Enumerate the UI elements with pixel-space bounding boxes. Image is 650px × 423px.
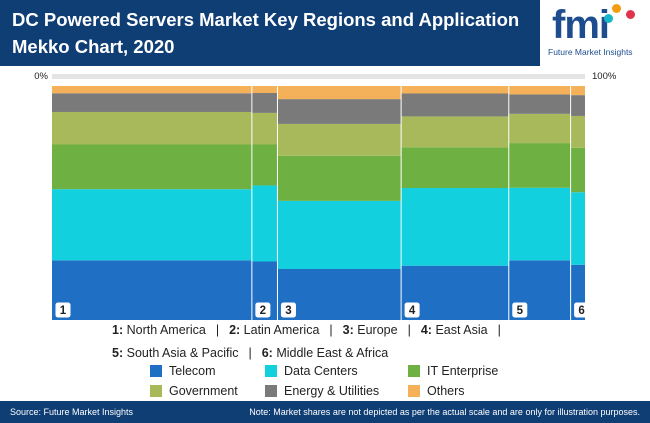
legend-item-government: Government — [150, 384, 238, 398]
column-badge — [512, 302, 528, 318]
mekko-segment — [277, 86, 402, 100]
column-badge — [280, 302, 296, 318]
region-separator: | — [329, 323, 333, 337]
footer-note: Note: Market shares are not depicted as … — [249, 407, 640, 417]
column-number-label: 3 — [285, 305, 291, 317]
footer-source: Source: Future Market Insights — [10, 407, 134, 417]
mekko-segment — [52, 86, 252, 94]
logo-dot-orange — [612, 4, 621, 13]
mekko-segment — [401, 116, 509, 148]
mekko-segment — [508, 94, 571, 114]
column-number-label: 6 — [578, 305, 584, 317]
column-badge — [404, 302, 420, 318]
mekko-segment — [570, 115, 585, 148]
mekko-segment — [401, 93, 509, 117]
legend-swatch — [150, 385, 162, 397]
mekko-segment — [277, 200, 402, 269]
mekko-segment — [277, 99, 402, 124]
legend-label: Others — [427, 384, 465, 398]
header-banner: DC Powered Servers Market Key Regions an… — [0, 0, 650, 66]
mekko-segment — [401, 86, 509, 94]
mekko-segment — [401, 188, 509, 266]
mekko-segment — [52, 144, 252, 190]
mekko-segment — [52, 189, 252, 261]
legend-item-energy-utilities: Energy & Utilities — [265, 384, 379, 398]
column-badge — [574, 302, 590, 318]
legend-swatch — [408, 385, 420, 397]
legend-item-telecom: Telecom — [150, 364, 216, 378]
region-legend-item: 3: Europe — [342, 323, 398, 337]
mekko-segment — [508, 113, 571, 144]
column-badge — [55, 302, 71, 318]
footer: Source: Future Market Insights Note: Mar… — [0, 401, 650, 423]
mekko-segment — [570, 86, 585, 96]
mekko-segment — [570, 95, 585, 116]
region-legend-item: 6: Middle East & Africa — [261, 346, 389, 360]
region-legend-item: 5: South Asia & Pacific — [112, 346, 239, 360]
column-number-label: 1 — [60, 305, 67, 317]
mekko-segment — [401, 147, 509, 189]
column-number-label: 5 — [517, 305, 524, 317]
region-legend-item: 1: North America — [112, 323, 206, 337]
mekko-segment — [277, 268, 402, 320]
mekko-segment — [251, 112, 278, 145]
mekko-segment — [52, 260, 252, 320]
legend-label: Energy & Utilities — [284, 384, 380, 398]
x-axis-bar — [52, 74, 585, 79]
region-legend-line-2: 5: South Asia & Pacific | 6: Middle East &… — [112, 346, 388, 360]
legend-swatch — [150, 365, 162, 377]
mekko-segment — [251, 144, 278, 186]
mekko-segment — [52, 111, 252, 145]
region-separator: | — [248, 346, 252, 360]
x-axis-start-label: 0% — [34, 71, 48, 82]
mekko-segment — [570, 192, 585, 265]
mekko-chart: 0% 100% 1 2 3 4 5 6 — [34, 71, 617, 320]
logo-text: Future Market Insights — [548, 47, 633, 57]
legend-label: Telecom — [169, 364, 216, 378]
region-separator: | — [497, 323, 501, 337]
region-legend-line-1: 1: North America | 2: Latin America | 3: Eur… — [112, 323, 511, 337]
column-number-label: 4 — [409, 305, 416, 317]
region-legend-item: 2: Latin America — [229, 323, 320, 337]
region-separator: | — [215, 323, 220, 337]
logo-mark: fmi — [552, 3, 610, 47]
mekko-segment — [277, 155, 402, 201]
legend-swatch — [265, 365, 277, 377]
mekko-segment — [508, 187, 571, 261]
legend-item-data-centers: Data Centers — [265, 364, 358, 378]
mekko-segment — [251, 93, 278, 113]
legend-label: Data Centers — [284, 364, 358, 378]
legend-item-it-enterprise: IT Enterprise — [408, 364, 498, 378]
mekko-segment — [570, 147, 585, 193]
mekko-segment — [251, 86, 278, 94]
legend-label: Government — [169, 384, 238, 398]
mekko-segment — [251, 185, 278, 262]
legend-label: IT Enterprise — [427, 364, 499, 378]
x-axis-end-label: 100% — [592, 71, 617, 82]
column-badge — [255, 302, 271, 318]
legend-swatch — [265, 385, 277, 397]
mekko-segment — [52, 93, 252, 112]
legend-swatch — [408, 365, 420, 377]
page-title: DC Powered Servers Market Key Regions an… — [12, 9, 520, 57]
mekko-segment — [508, 86, 571, 95]
logo-dot-red — [626, 10, 635, 19]
mekko-segment — [508, 143, 571, 188]
region-separator: | — [407, 323, 411, 337]
mekko-segment — [277, 123, 402, 156]
region-legend-item: 4: East Asia — [420, 323, 488, 337]
legend-item-others: Others — [408, 384, 465, 398]
logo-dot-teal — [604, 14, 613, 23]
logo: fmi Future Market Insights — [540, 0, 650, 66]
column-number-label: 2 — [260, 305, 266, 317]
